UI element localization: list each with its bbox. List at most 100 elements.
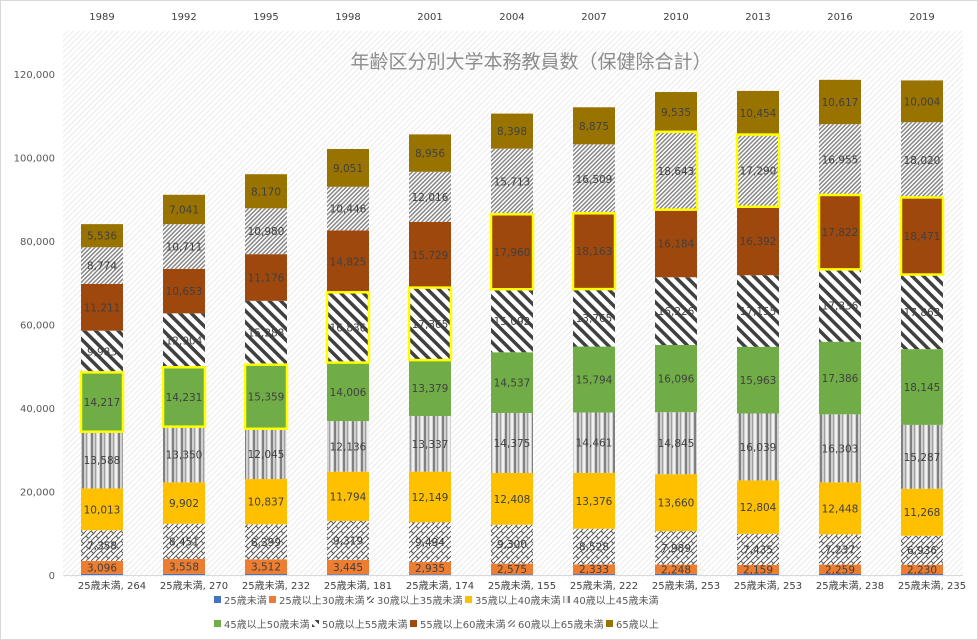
under25-label: 25歳未満, 155 xyxy=(488,580,556,592)
data-label: 5,536 xyxy=(87,231,117,243)
data-label: 15,288 xyxy=(248,328,285,340)
data-label: 9,319 xyxy=(333,535,363,547)
bar-segment xyxy=(655,92,697,132)
legend-item[interactable]: 40歳以上45歳未満 xyxy=(563,595,658,607)
x-tick-label: 1998 xyxy=(335,12,360,23)
bar-segment xyxy=(245,254,287,301)
bar-segment xyxy=(901,424,943,489)
legend-item[interactable]: 60歳以上65歳未満 xyxy=(508,619,603,631)
x-tick-label: 2013 xyxy=(745,12,770,23)
highlight-box xyxy=(653,130,699,211)
bar-segment xyxy=(819,79,861,125)
legend-item[interactable]: 55歳以上60歳未満 xyxy=(410,619,505,631)
legend-swatch xyxy=(214,596,221,603)
legend-item[interactable]: 65歳以上 xyxy=(606,619,659,631)
bar-segment xyxy=(409,574,451,576)
bar-segment xyxy=(655,131,697,210)
data-label: 18,145 xyxy=(904,382,941,394)
bar-segment xyxy=(491,113,533,149)
legend-item[interactable]: 45歳以上50歳未満 xyxy=(214,619,309,631)
data-label: 11,268 xyxy=(904,507,941,519)
legend-label: 25歳未満 xyxy=(224,595,267,607)
data-label: 13,376 xyxy=(576,496,613,508)
data-label: 15,729 xyxy=(412,250,449,262)
legend-item[interactable]: 50歳以上55歳未満 xyxy=(312,619,407,631)
data-label: 8,451 xyxy=(169,536,199,548)
legend-item[interactable]: 25歳未満 xyxy=(214,595,267,607)
data-label: 15,359 xyxy=(248,392,285,404)
data-label: 3,096 xyxy=(87,562,117,574)
legend-swatch xyxy=(214,620,221,627)
bar-segment xyxy=(573,528,615,565)
data-label: 12,448 xyxy=(822,503,859,515)
bar-segment xyxy=(819,564,861,575)
data-label: 16,184 xyxy=(658,238,695,250)
bar-segment xyxy=(901,488,943,536)
bar-segment xyxy=(327,574,369,576)
bar-stack-1998: 3,445 9,319 11,794 12,136 14,006 16,836 14,825… xyxy=(327,148,369,576)
under25-label: 25歳未満, 235 xyxy=(898,580,966,592)
data-label: 8,774 xyxy=(87,261,117,273)
bar-segment xyxy=(819,269,861,342)
x-tick-label: 2004 xyxy=(499,12,524,23)
bar-segment xyxy=(819,482,861,535)
data-label: 8,875 xyxy=(579,121,609,133)
bar-segment xyxy=(163,367,205,427)
data-label: 14,006 xyxy=(330,387,367,399)
bar-segment xyxy=(81,283,123,331)
bar-segment xyxy=(163,523,205,560)
data-label: 6,936 xyxy=(907,545,937,557)
data-label: 8,956 xyxy=(415,148,445,160)
bar-stack-1992: 3,558 8,451 9,902 13,350 14,231 12,904 10,653 1… xyxy=(163,194,205,575)
highlight-box xyxy=(79,371,125,433)
data-label: 18,643 xyxy=(658,166,695,178)
bar-segment xyxy=(737,413,779,481)
bar-segment xyxy=(901,564,943,575)
bar-segment xyxy=(737,206,779,276)
data-label: 10,837 xyxy=(248,497,285,509)
bar-stack-2013: 2,159 7,435 12,804 16,039 15,963 17,155 16,392… xyxy=(737,90,779,576)
bar-segment xyxy=(491,472,533,525)
legend-swatch xyxy=(410,620,417,627)
x-tick-label: 2010 xyxy=(663,12,688,23)
data-label: 12,904 xyxy=(166,335,203,347)
bar-segment xyxy=(901,574,943,575)
bar-segment xyxy=(819,574,861,575)
x-tick-label: 2007 xyxy=(581,12,606,23)
bar-segment xyxy=(163,194,205,225)
data-label: 8,398 xyxy=(497,126,527,138)
data-label: 7,041 xyxy=(169,204,199,216)
bar-segment xyxy=(409,360,451,416)
data-label: 18,163 xyxy=(576,246,613,258)
data-label: 9,300 xyxy=(497,539,527,551)
bar-segment xyxy=(491,412,533,473)
bar-segment xyxy=(163,482,205,524)
bar-segment xyxy=(81,330,123,373)
legend-item[interactable]: 25歳以上30歳未満 xyxy=(269,595,364,607)
bar-segment xyxy=(573,213,615,290)
under25-label: 25歳未満, 174 xyxy=(406,580,474,592)
highlight-box xyxy=(407,286,453,362)
bar-segment xyxy=(573,412,615,473)
under25-label: 25歳未満, 238 xyxy=(816,580,884,592)
under25-label: 25歳未満, 232 xyxy=(242,580,310,592)
data-label: 9,051 xyxy=(333,163,363,175)
bar-segment xyxy=(901,197,943,275)
bar-segment xyxy=(737,134,779,207)
data-label: 15,713 xyxy=(494,176,531,188)
bar-segment xyxy=(409,221,451,288)
legend-item[interactable]: 35歳以上40歳未満 xyxy=(465,595,560,607)
bar-segment xyxy=(491,524,533,564)
data-label: 2,575 xyxy=(497,564,527,576)
bar-segment xyxy=(737,90,779,135)
data-label: 10,013 xyxy=(84,504,121,516)
data-label: 14,845 xyxy=(658,438,695,450)
data-label: 17,822 xyxy=(822,227,859,239)
bar-segment xyxy=(163,559,205,574)
data-label: 16,836 xyxy=(330,322,367,334)
bar-segment xyxy=(491,574,533,576)
under25-label: 25歳未満, 181 xyxy=(324,580,392,592)
bar-segment xyxy=(163,313,205,368)
legend-item[interactable]: 30歳以上35歳未満 xyxy=(367,595,462,607)
